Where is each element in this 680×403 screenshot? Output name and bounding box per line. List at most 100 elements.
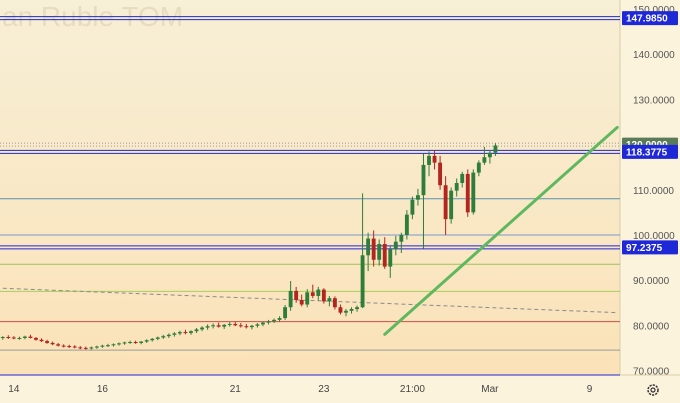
candle-body bbox=[94, 346, 99, 348]
candle-body bbox=[155, 337, 160, 339]
candle-body bbox=[106, 345, 110, 347]
candle-body bbox=[332, 298, 337, 308]
candle-body bbox=[128, 342, 133, 344]
candle-body bbox=[50, 342, 55, 345]
candle-body bbox=[144, 340, 149, 342]
candle-body bbox=[0, 337, 5, 339]
y-tick-label: 150.0000 bbox=[633, 5, 675, 16]
candle-body bbox=[338, 307, 343, 313]
candle-body bbox=[393, 241, 398, 250]
candle-body bbox=[211, 325, 216, 327]
candle-body bbox=[139, 341, 144, 343]
uptrend-line bbox=[383, 125, 619, 336]
price-badge-label: 97.2375 bbox=[626, 243, 663, 254]
candle-body bbox=[200, 327, 204, 330]
candle-body bbox=[194, 329, 199, 332]
candle-body bbox=[377, 243, 382, 260]
candle-body bbox=[122, 342, 127, 344]
candle-body bbox=[388, 249, 393, 267]
candle-body bbox=[438, 162, 443, 186]
candle-body bbox=[344, 310, 348, 313]
candle-body bbox=[244, 326, 249, 328]
candle-body bbox=[355, 307, 359, 310]
candle-body bbox=[366, 238, 371, 256]
candle-body bbox=[189, 331, 193, 333]
candle-body bbox=[227, 323, 232, 325]
price-badge-label: 147.9850 bbox=[626, 14, 668, 25]
y-tick-label: 130.0000 bbox=[633, 95, 675, 106]
dashed-trend-line bbox=[2, 287, 618, 314]
candle-body bbox=[266, 321, 271, 323]
candle-body bbox=[360, 255, 365, 308]
y-tick-label: 110.0000 bbox=[633, 186, 674, 197]
candle-body bbox=[61, 345, 66, 347]
candle-body bbox=[11, 337, 16, 339]
candle-body bbox=[404, 214, 409, 235]
candle-body bbox=[205, 326, 210, 328]
candle-body bbox=[371, 238, 376, 260]
candle-body bbox=[34, 337, 38, 340]
x-tick-label: Mar bbox=[481, 384, 499, 395]
candle-body bbox=[255, 324, 260, 326]
candle-body bbox=[316, 289, 321, 296]
candle-body bbox=[283, 307, 288, 319]
candle-body bbox=[133, 342, 138, 344]
candle-body bbox=[28, 336, 33, 338]
candle-body bbox=[487, 152, 492, 158]
candle-body bbox=[78, 347, 83, 349]
candle-body bbox=[465, 173, 470, 213]
y-tick-label: 70.0000 bbox=[633, 366, 670, 377]
y-tick-label: 80.0000 bbox=[633, 321, 670, 332]
candle-body bbox=[39, 339, 44, 342]
candle-body bbox=[471, 172, 476, 213]
candle-body bbox=[382, 243, 387, 267]
x-tick-label: 21 bbox=[230, 384, 242, 395]
candle-body bbox=[310, 292, 315, 296]
candle-body bbox=[299, 300, 304, 305]
candle-body bbox=[288, 290, 293, 308]
candle-body bbox=[449, 190, 454, 220]
gear-icon[interactable] bbox=[647, 384, 659, 396]
candle-body bbox=[427, 155, 431, 165]
candle-body bbox=[294, 290, 299, 300]
candle-body bbox=[272, 319, 276, 322]
x-tick-label: 21:00 bbox=[400, 384, 425, 395]
candle-body bbox=[100, 345, 105, 347]
candle-body bbox=[305, 292, 310, 305]
price-badge bbox=[622, 144, 678, 159]
candle-body bbox=[460, 173, 465, 183]
candle-body bbox=[166, 334, 171, 337]
candle-body bbox=[67, 346, 72, 348]
candle-body bbox=[83, 347, 88, 349]
candle-body bbox=[117, 343, 121, 345]
candle-body bbox=[454, 182, 459, 191]
candle-body bbox=[150, 338, 155, 341]
candle-body bbox=[111, 344, 116, 346]
plot-background bbox=[0, 0, 620, 375]
y-tick-label: 140.0000 bbox=[633, 50, 675, 61]
candle-body bbox=[72, 346, 77, 348]
candle-body bbox=[22, 336, 27, 338]
candle-body bbox=[416, 195, 420, 200]
candle-body bbox=[493, 145, 498, 153]
price-badge bbox=[622, 240, 678, 255]
candle-body bbox=[177, 332, 182, 334]
candle-body bbox=[261, 322, 265, 325]
candle-body bbox=[399, 234, 404, 242]
candle-body bbox=[432, 155, 437, 163]
candle-body bbox=[349, 309, 354, 311]
candle-body bbox=[277, 318, 282, 320]
x-tick-label: 16 bbox=[97, 384, 109, 395]
candle-body bbox=[249, 325, 254, 328]
candle-body bbox=[476, 162, 481, 173]
candle-body bbox=[222, 324, 227, 327]
x-tick-label: 9 bbox=[587, 384, 593, 395]
x-tick-label: 14 bbox=[8, 384, 20, 395]
candle-body bbox=[321, 289, 326, 302]
candle-body bbox=[17, 337, 22, 339]
candle-body bbox=[327, 298, 332, 302]
candle-body bbox=[482, 157, 487, 163]
candle-body bbox=[161, 336, 166, 338]
